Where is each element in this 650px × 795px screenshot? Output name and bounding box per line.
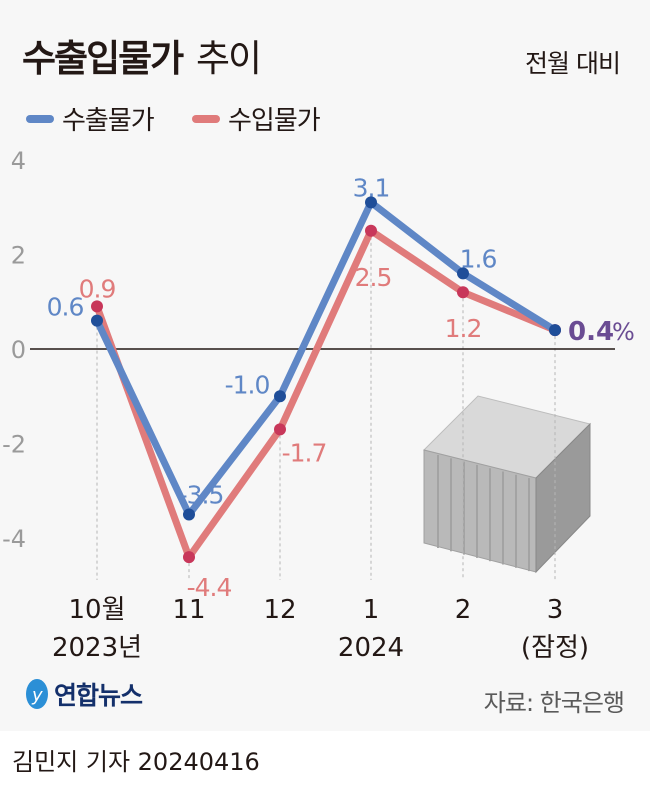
legend-label: 수입물가: [228, 106, 321, 136]
data-label: 1.6: [460, 244, 497, 273]
data-point: [365, 224, 377, 237]
data-point: [457, 267, 469, 280]
byline: 김민지 기자 20240416: [12, 748, 260, 776]
svg-text:y: y: [31, 685, 43, 706]
data-point: [183, 551, 195, 564]
line-chart: 4 2 0 -2 -4 0.6 -3.5 -1.0 3.1 1.6 0.9 -4.4 -1.7 2.5 1…: [2, 147, 635, 663]
x-tick-label: 2: [455, 595, 472, 625]
y-tick-label: 0: [11, 336, 26, 364]
series-line-0: [93, 198, 557, 519]
data-label: 0.9: [79, 274, 116, 303]
data-label: 3.1: [353, 173, 390, 202]
x-tick-label: (잠정): [521, 633, 589, 663]
chart-title-suffix: 추이: [196, 37, 262, 80]
y-tick-label: 4: [11, 147, 26, 175]
x-tick-label: 2024: [338, 633, 404, 663]
x-tick-label: 12: [263, 595, 296, 625]
data-point: [91, 300, 103, 313]
data-label: -1.0: [225, 370, 270, 399]
data-point: [183, 508, 195, 521]
logo-text: 연합뉴스: [54, 681, 143, 710]
x-tick-label: 3: [547, 595, 564, 625]
data-point: [274, 423, 286, 436]
shipping-container-illustration: [423, 395, 591, 574]
data-label: 1.2: [445, 314, 482, 343]
legend-item-import: 수입물가: [192, 100, 321, 137]
y-tick-label: 2: [11, 241, 26, 269]
x-tick-label: 2023년: [52, 633, 142, 663]
data-label: -4.4: [187, 573, 232, 602]
series-line-1: [93, 227, 557, 561]
data-label: 2.5: [355, 263, 392, 292]
chart-title: 수출입물가: [22, 37, 184, 80]
logo-icon: y: [26, 679, 48, 709]
legend-swatch: [26, 114, 54, 123]
x-tick-label: 11: [172, 595, 205, 625]
x-tick-label: 10월: [68, 595, 125, 625]
data-label: 0.6: [47, 293, 84, 322]
data-point: [91, 314, 103, 327]
data-point: [457, 286, 469, 299]
unit-label: 전월 대비: [525, 49, 621, 78]
legend-swatch: [192, 114, 220, 123]
y-tick-label: -2: [2, 431, 26, 459]
highlight-unit: %: [612, 318, 635, 346]
highlight-label: 0.4: [568, 317, 614, 347]
data-label: -3.5: [179, 481, 224, 510]
y-tick-label: -4: [2, 525, 26, 553]
data-point: [549, 324, 561, 337]
legend-label: 수출물가: [62, 106, 155, 136]
legend-item-export: 수출물가: [26, 100, 155, 137]
data-label: -1.7: [282, 438, 327, 467]
data-point: [274, 390, 286, 403]
source-note: 자료: 한국은행: [483, 689, 625, 717]
x-tick-label: 1: [363, 595, 380, 625]
chart-panel: [0, 0, 650, 731]
yonhap-logo: y 연합뉴스: [24, 676, 143, 712]
data-point: [365, 196, 377, 209]
